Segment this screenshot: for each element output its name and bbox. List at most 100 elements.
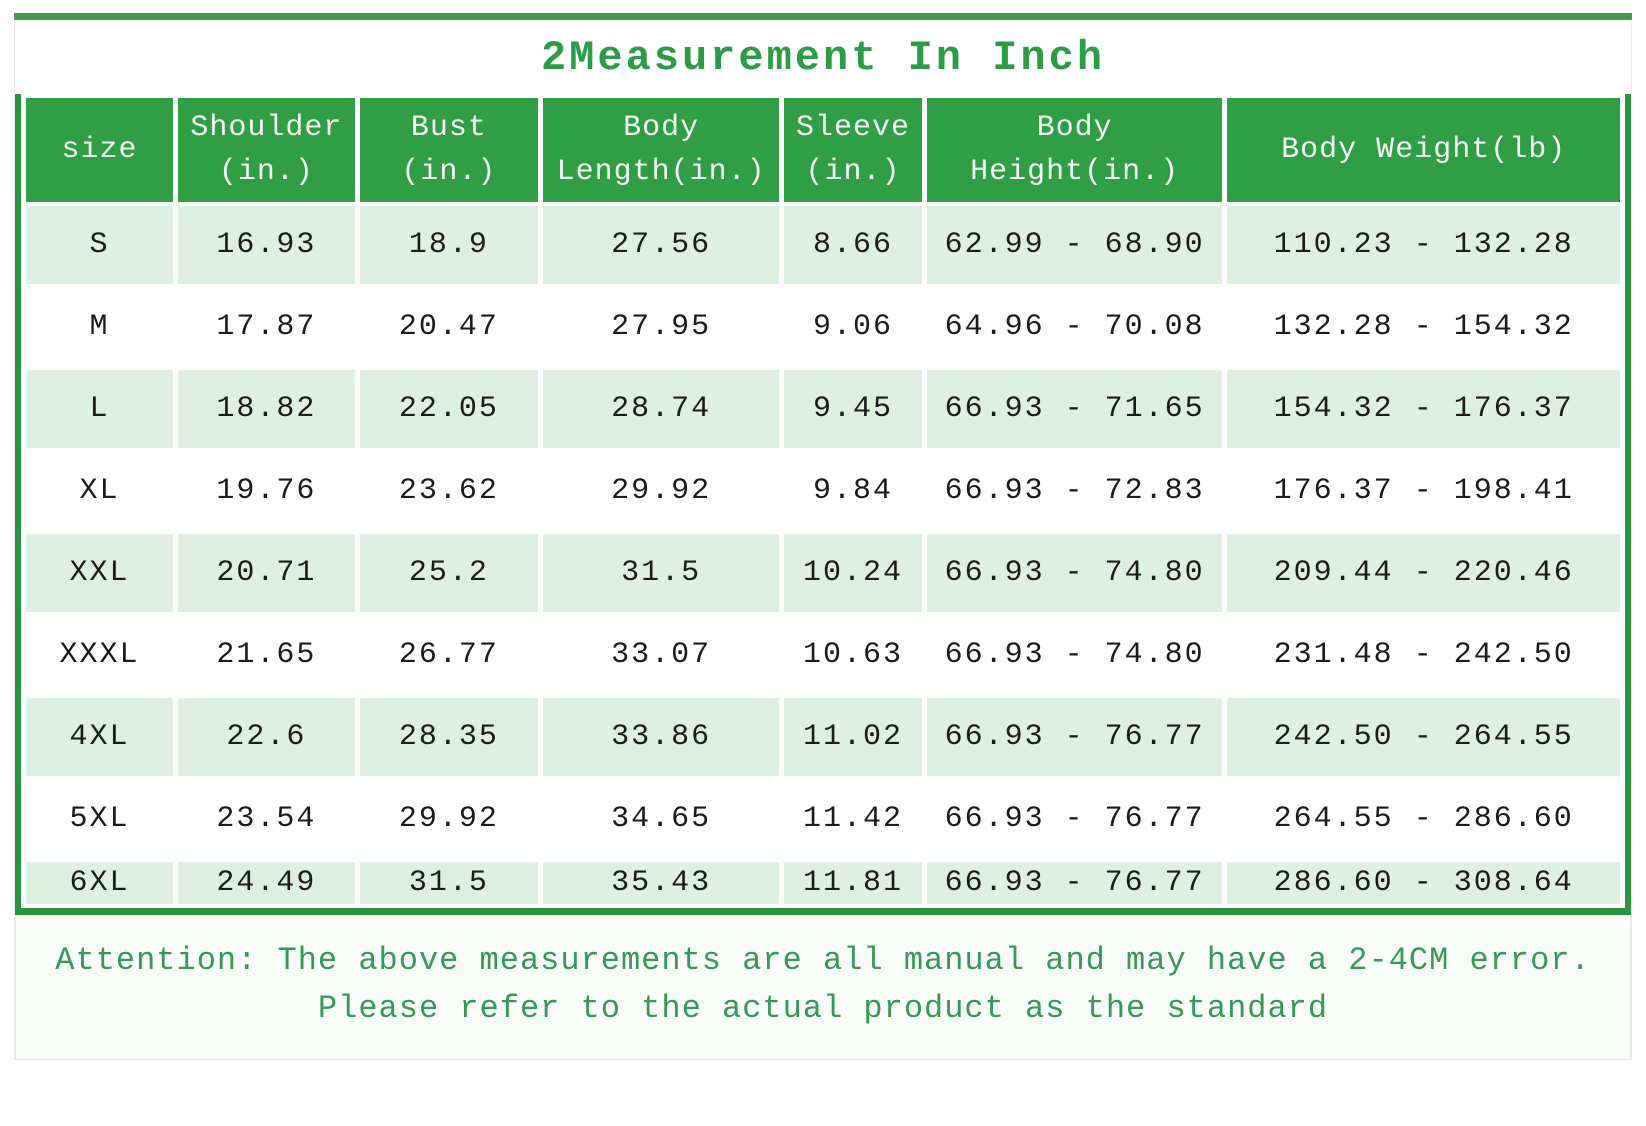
column-header: Body Length(in.): [543, 98, 780, 202]
value-cell: 154.32 - 176.37: [1227, 370, 1620, 448]
column-header: Shoulder (in.): [178, 98, 355, 202]
table-row: 6XL 24.49 31.5 35.43 11.81 66.93 - 76.77 286.6…: [26, 862, 1620, 904]
table-body: S 16.93 18.9 27.56 8.66 62.99 - 68.90 110.23 -…: [26, 206, 1620, 904]
value-cell: 23.62: [359, 452, 539, 530]
size-table-frame: size Shoulder (in.) Bust (in.) Body Length(in.…: [15, 94, 1631, 915]
value-cell: 209.44 - 220.46: [1227, 534, 1620, 612]
column-header-line: Body: [623, 111, 700, 145]
size-cell: XXL: [26, 534, 174, 612]
table-row: L 18.82 22.05 28.74 9.45 66.93 - 71.65 154.32 …: [26, 370, 1620, 448]
column-header-line: Length(in.): [556, 155, 766, 189]
value-cell: 17.87: [178, 288, 355, 366]
value-cell: 23.54: [178, 780, 355, 858]
value-cell: 18.9: [359, 206, 539, 284]
value-cell: 29.92: [359, 780, 539, 858]
value-cell: 176.37 - 198.41: [1227, 452, 1620, 530]
table-row: 5XL 23.54 29.92 34.65 11.42 66.93 - 76.77 264.…: [26, 780, 1620, 858]
value-cell: 66.93 - 72.83: [926, 452, 1223, 530]
value-cell: 242.50 - 264.55: [1227, 698, 1620, 776]
value-cell: 31.5: [543, 534, 780, 612]
value-cell: 28.74: [543, 370, 780, 448]
value-cell: 66.93 - 76.77: [926, 862, 1223, 904]
value-cell: 34.65: [543, 780, 780, 858]
column-header-line: Bust: [410, 111, 487, 145]
value-cell: 132.28 - 154.32: [1227, 288, 1620, 366]
size-cell: 6XL: [26, 862, 174, 904]
value-cell: 66.93 - 74.80: [926, 534, 1223, 612]
column-header-line: (in.): [401, 155, 497, 189]
value-cell: 25.2: [359, 534, 539, 612]
value-cell: 66.93 - 76.77: [926, 780, 1223, 858]
value-cell: 66.93 - 76.77: [926, 698, 1223, 776]
value-cell: 264.55 - 286.60: [1227, 780, 1620, 858]
value-cell: 64.96 - 70.08: [926, 288, 1223, 366]
value-cell: 28.35: [359, 698, 539, 776]
value-cell: 10.24: [784, 534, 922, 612]
column-header-line: (in.): [218, 155, 314, 189]
value-cell: 26.77: [359, 616, 539, 694]
header-row: size Shoulder (in.) Bust (in.) Body Length(in.…: [26, 98, 1620, 202]
column-header: Body Height(in.): [926, 98, 1223, 202]
value-cell: 33.07: [543, 616, 780, 694]
size-cell: XL: [26, 452, 174, 530]
value-cell: 110.23 - 132.28: [1227, 206, 1620, 284]
value-cell: 62.99 - 68.90: [926, 206, 1223, 284]
value-cell: 9.45: [784, 370, 922, 448]
value-cell: 16.93: [178, 206, 355, 284]
size-cell: 4XL: [26, 698, 174, 776]
value-cell: 8.66: [784, 206, 922, 284]
table-row: XXXL 21.65 26.77 33.07 10.63 66.93 - 74.80 231…: [26, 616, 1620, 694]
value-cell: 9.84: [784, 452, 922, 530]
value-cell: 20.47: [359, 288, 539, 366]
value-cell: 24.49: [178, 862, 355, 904]
value-cell: 21.65: [178, 616, 355, 694]
attention-line-1: Attention: The above measurements are al…: [55, 942, 1591, 979]
size-cell: 5XL: [26, 780, 174, 858]
value-cell: 20.71: [178, 534, 355, 612]
value-cell: 18.82: [178, 370, 355, 448]
table-header: size Shoulder (in.) Bust (in.) Body Length(in.…: [26, 98, 1620, 202]
size-chart-page: 2Measurement In Inch size Shoulder (in.) Bu…: [14, 0, 1632, 1060]
value-cell: 66.93 - 71.65: [926, 370, 1223, 448]
page-title: 2Measurement In Inch: [540, 34, 1106, 82]
value-cell: 27.95: [543, 288, 780, 366]
size-cell: L: [26, 370, 174, 448]
size-cell: M: [26, 288, 174, 366]
table-row: S 16.93 18.9 27.56 8.66 62.99 - 68.90 110.23 -…: [26, 206, 1620, 284]
value-cell: 11.42: [784, 780, 922, 858]
value-cell: 9.06: [784, 288, 922, 366]
title-bar: 2Measurement In Inch: [15, 20, 1631, 94]
column-header-line: Shoulder: [190, 111, 343, 145]
size-cell: S: [26, 206, 174, 284]
size-chart-content: 2Measurement In Inch size Shoulder (in.) Bu…: [14, 20, 1632, 1060]
column-header: size: [26, 98, 174, 202]
table-row: XXL 20.71 25.2 31.5 10.24 66.93 - 74.80 209.44…: [26, 534, 1620, 612]
value-cell: 11.02: [784, 698, 922, 776]
table-row: M 17.87 20.47 27.95 9.06 64.96 - 70.08 132.28 …: [26, 288, 1620, 366]
column-header-line: Body: [1036, 111, 1113, 145]
column-header-line: Height(in.): [970, 155, 1180, 189]
attention-note: Attention: The above measurements are al…: [15, 915, 1631, 1060]
value-cell: 231.48 - 242.50: [1227, 616, 1620, 694]
size-cell: XXXL: [26, 616, 174, 694]
value-cell: 33.86: [543, 698, 780, 776]
value-cell: 29.92: [543, 452, 780, 530]
top-border-line: [14, 13, 1632, 20]
value-cell: 10.63: [784, 616, 922, 694]
table-row: 4XL 22.6 28.35 33.86 11.02 66.93 - 76.77 242.5…: [26, 698, 1620, 776]
value-cell: 31.5: [359, 862, 539, 904]
table-row: XL 19.76 23.62 29.92 9.84 66.93 - 72.83 176.37…: [26, 452, 1620, 530]
value-cell: 22.05: [359, 370, 539, 448]
column-header: Body Weight(lb): [1227, 98, 1620, 202]
value-cell: 19.76: [178, 452, 355, 530]
value-cell: 66.93 - 74.80: [926, 616, 1223, 694]
attention-line-2: Please refer to the actual product as th…: [317, 990, 1329, 1027]
column-header-line: size: [61, 133, 138, 167]
value-cell: 286.60 - 308.64: [1227, 862, 1620, 904]
size-table: size Shoulder (in.) Bust (in.) Body Length(in.…: [21, 94, 1625, 908]
column-header: Sleeve (in.): [784, 98, 922, 202]
value-cell: 11.81: [784, 862, 922, 904]
column-header: Bust (in.): [359, 98, 539, 202]
column-header-line: Sleeve: [795, 111, 910, 145]
column-header-line: (in.): [805, 155, 901, 189]
